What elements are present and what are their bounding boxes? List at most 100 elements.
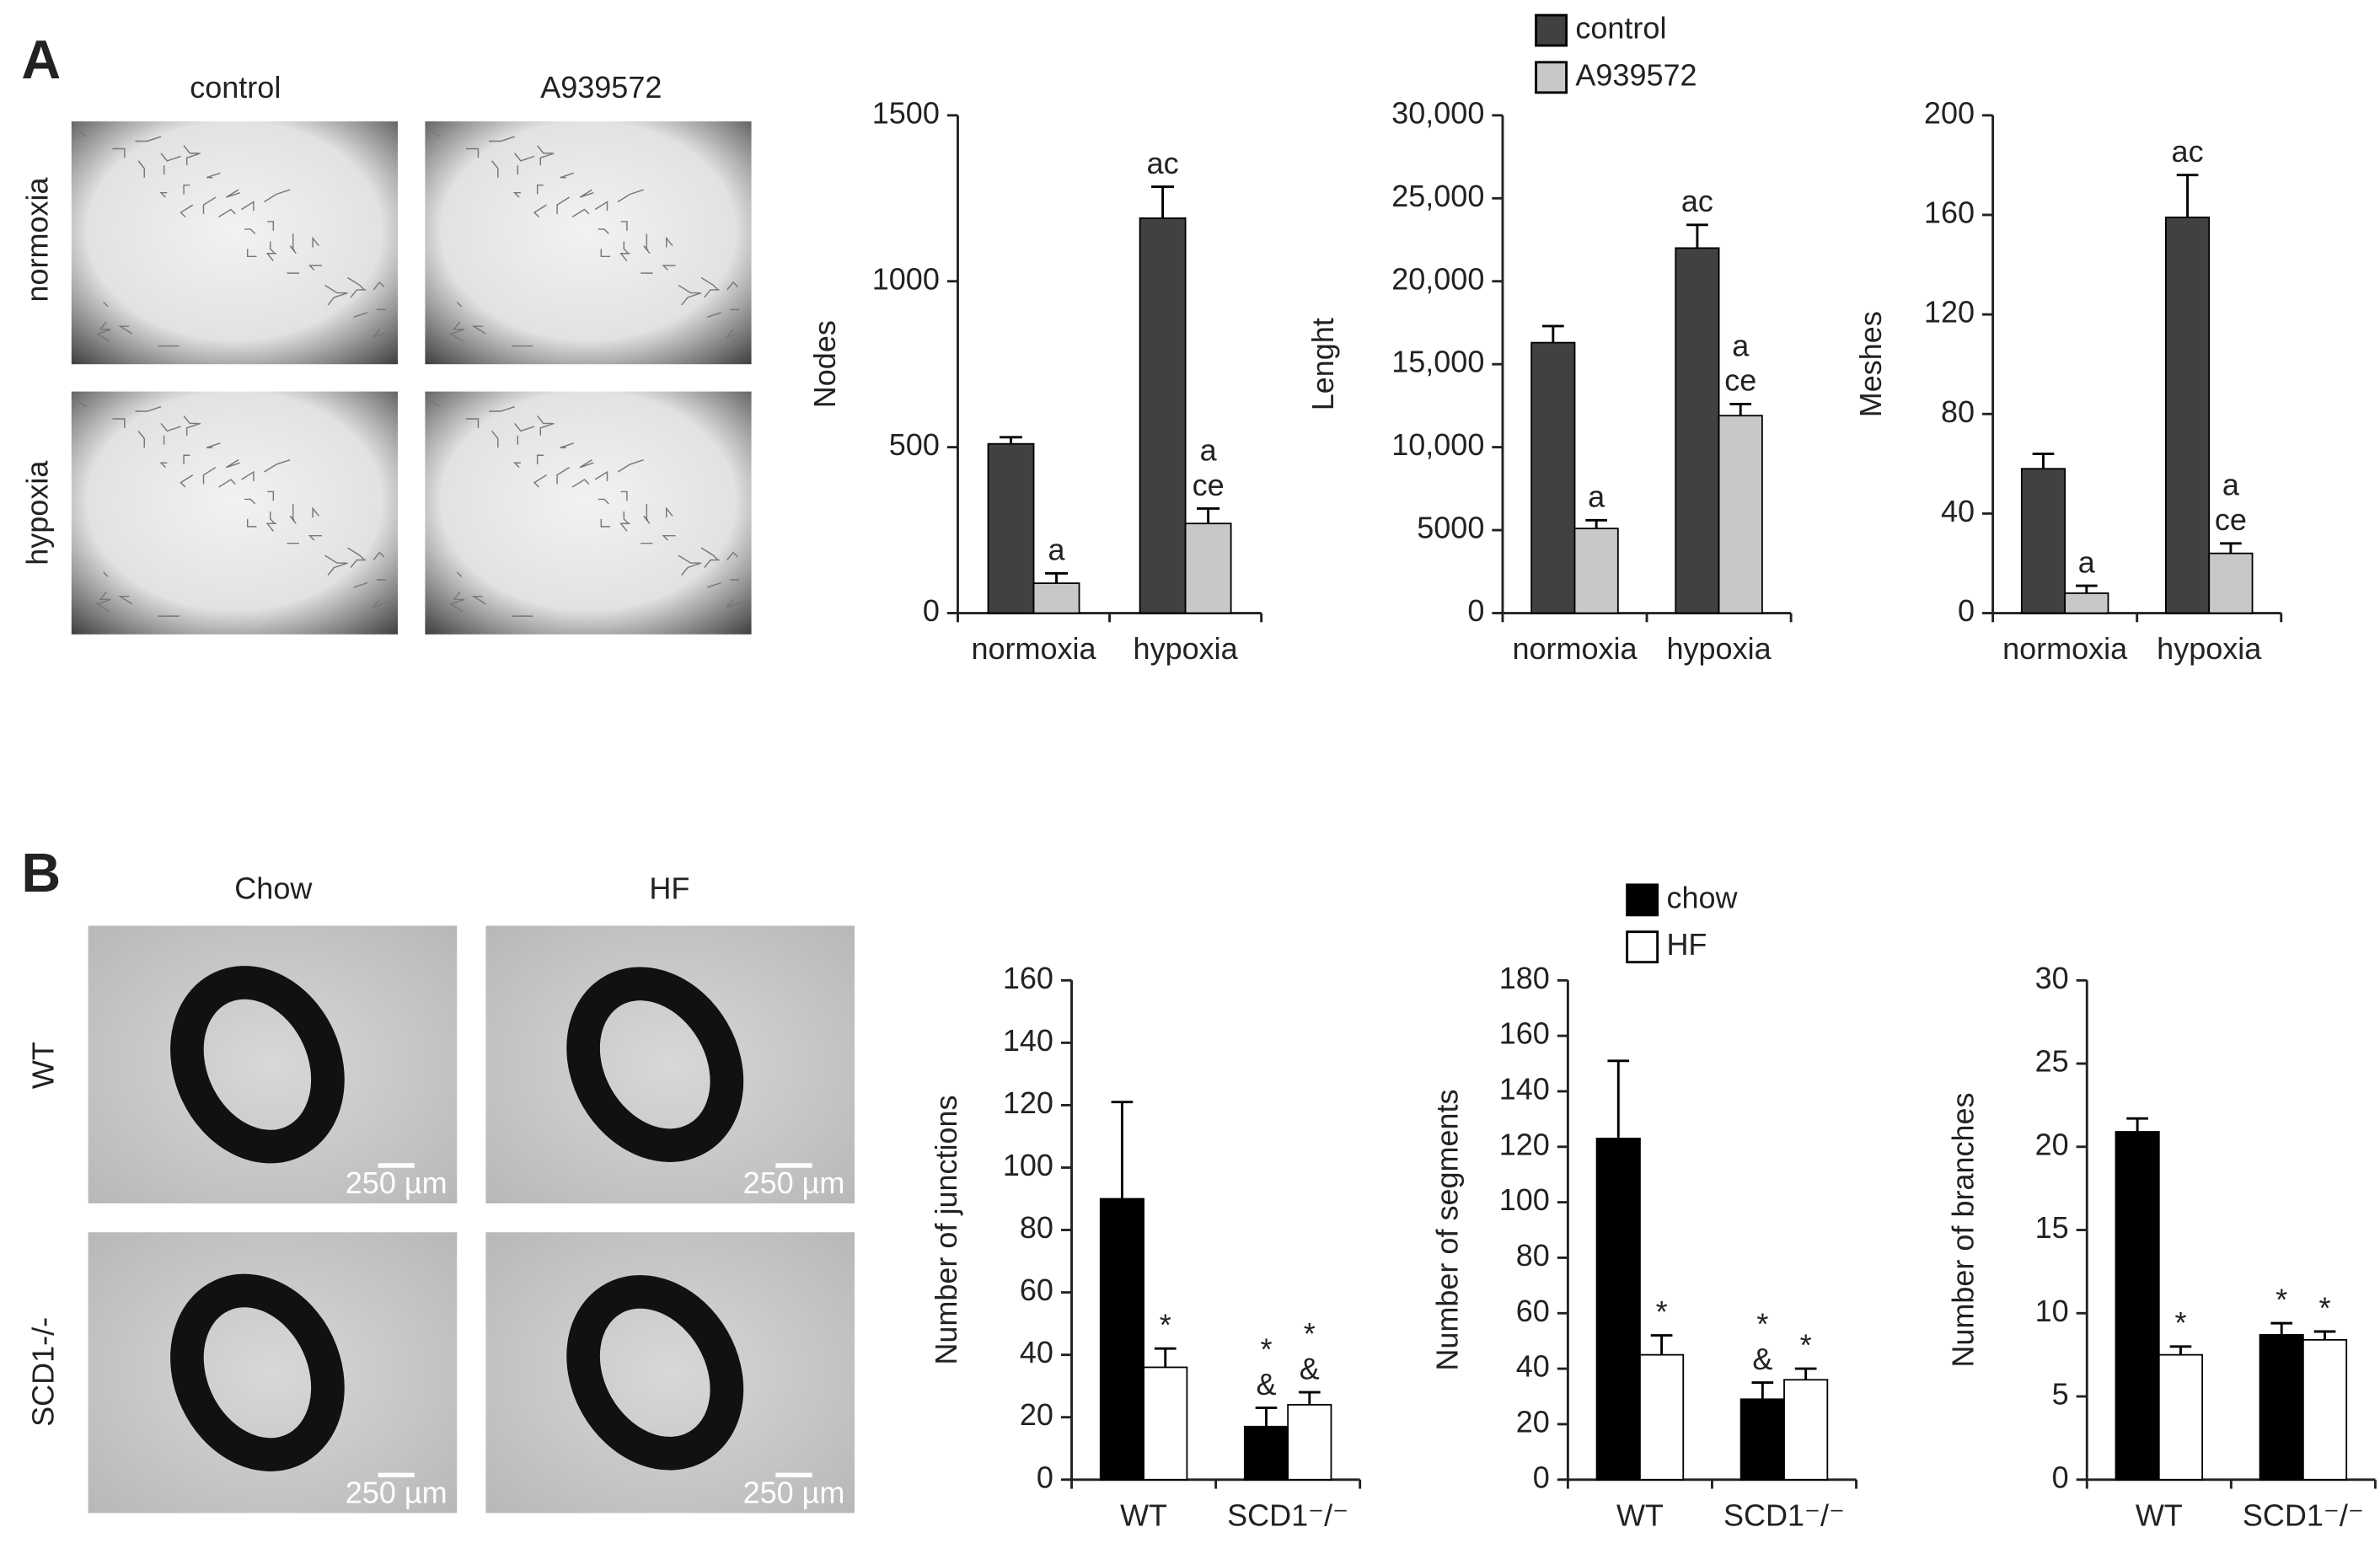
bar <box>1287 1403 1332 1481</box>
error-bar <box>1686 223 1708 249</box>
bar <box>2259 1334 2304 1481</box>
y-tick-label: 80 <box>1941 394 1975 429</box>
row-label: normoxia <box>20 177 55 303</box>
y-tick-label: 180 <box>1499 961 1550 995</box>
error-bar <box>2270 1321 2293 1335</box>
significance-label: a <box>1200 432 1218 467</box>
y-tick-label: 0 <box>1037 1460 1053 1494</box>
y-tick-label: 80 <box>1020 1210 1053 1245</box>
y-tick-label: 120 <box>1924 295 1975 330</box>
error-bar <box>2313 1330 2336 1340</box>
legend-swatch <box>1535 61 1568 94</box>
error-bar <box>1650 1334 1673 1355</box>
bar <box>1032 582 1080 614</box>
significance-label: & <box>1300 1351 1320 1385</box>
y-tick-label: 120 <box>1499 1127 1550 1161</box>
error-bar <box>1607 1059 1630 1139</box>
y-tick-label: 30 <box>2035 961 2069 995</box>
significance-label: ce <box>1193 468 1225 502</box>
aortic-ring <box>170 1273 345 1471</box>
x-tick-label: SCD1⁻/⁻ <box>1723 1498 1845 1532</box>
legend-label: control <box>1575 11 1666 46</box>
significance-label: * <box>1800 1327 1812 1362</box>
y-axis-label: Number of junctions <box>929 1095 963 1364</box>
y-tick-label: 500 <box>889 427 940 462</box>
significance-label: * <box>2174 1305 2186 1340</box>
micrograph <box>71 121 398 365</box>
y-tick-label: 0 <box>1958 593 1975 628</box>
x-tick-label: normoxia <box>971 631 1096 666</box>
significance-label: ac <box>2172 134 2204 169</box>
y-tick-label: 100 <box>1499 1182 1550 1217</box>
legend-label: HF <box>1666 927 1707 962</box>
error-bar <box>1111 1101 1134 1199</box>
micrograph <box>425 391 752 635</box>
scale-bar-label: 250 µm <box>346 1475 448 1509</box>
y-tick-label: 1500 <box>872 95 940 130</box>
x-tick-label: hypoxia <box>2157 631 2262 666</box>
y-tick-label: 10 <box>2035 1294 2069 1328</box>
significance-label: ac <box>1681 184 1713 218</box>
bar <box>1139 217 1187 614</box>
column-label: A939572 <box>540 70 662 104</box>
y-tick-label: 100 <box>1003 1148 1053 1182</box>
significance-label: a <box>2078 544 2096 579</box>
bar <box>1639 1353 1685 1481</box>
x-tick-label: WT <box>1616 1498 1664 1532</box>
column-label: control <box>190 70 281 104</box>
significance-label: * <box>2275 1282 2287 1316</box>
significance-label: ac <box>1147 146 1179 180</box>
bar <box>1783 1379 1829 1481</box>
aortic-ring <box>566 967 744 1162</box>
y-tick-label: 10,000 <box>1391 427 1484 462</box>
micrograph <box>71 391 398 635</box>
bar <box>2165 217 2211 614</box>
y-tick-label: 20 <box>1516 1404 1550 1439</box>
row-label: WT <box>26 1042 61 1089</box>
significance-label: * <box>1260 1332 1272 1366</box>
error-bar <box>1751 1381 1774 1400</box>
y-tick-label: 140 <box>1003 1023 1053 1058</box>
error-bar <box>2126 1117 2148 1133</box>
bar <box>1243 1425 1289 1481</box>
error-bar <box>1255 1407 1278 1427</box>
bar <box>2115 1131 2160 1481</box>
x-tick-label: WT <box>1120 1498 1167 1532</box>
significance-label: * <box>1656 1294 1668 1329</box>
bar <box>1595 1138 1641 1481</box>
bar <box>2064 592 2109 614</box>
row-label: hypoxia <box>20 460 55 565</box>
x-tick-label: hypoxia <box>1667 631 1772 666</box>
x-tick-label: hypoxia <box>1134 631 1239 666</box>
bar <box>1184 522 1232 614</box>
significance-label: a <box>1048 533 1066 567</box>
legend-swatch <box>1535 13 1568 47</box>
y-axis-label: Lenght <box>1305 318 1340 410</box>
y-tick-label: 60 <box>1020 1273 1053 1307</box>
y-tick-label: 5 <box>2052 1377 2069 1412</box>
legend-label: chow <box>1666 880 1738 914</box>
y-axis-label: Meshes <box>1853 311 1888 417</box>
error-bar <box>1298 1391 1321 1405</box>
panel-letter: A <box>21 29 61 90</box>
y-tick-label: 20 <box>2035 1127 2069 1161</box>
y-tick-label: 0 <box>1467 593 1484 628</box>
legend-label: A939572 <box>1575 57 1697 92</box>
y-tick-label: 20,000 <box>1391 261 1484 296</box>
error-bar <box>1151 185 1175 218</box>
significance-label: a <box>2222 468 2240 502</box>
significance-label: & <box>1752 1342 1772 1376</box>
y-tick-label: 40 <box>1020 1335 1053 1369</box>
error-bar <box>1000 436 1023 444</box>
column-label: Chow <box>234 871 313 906</box>
y-tick-label: 120 <box>1003 1085 1053 1120</box>
bar <box>1718 415 1763 614</box>
error-bar <box>2075 584 2098 593</box>
error-bar <box>1794 1367 1817 1380</box>
significance-label: * <box>1160 1308 1171 1342</box>
significance-label: * <box>1756 1306 1768 1341</box>
aortic-ring <box>566 1275 744 1471</box>
y-tick-label: 160 <box>1003 961 1053 995</box>
